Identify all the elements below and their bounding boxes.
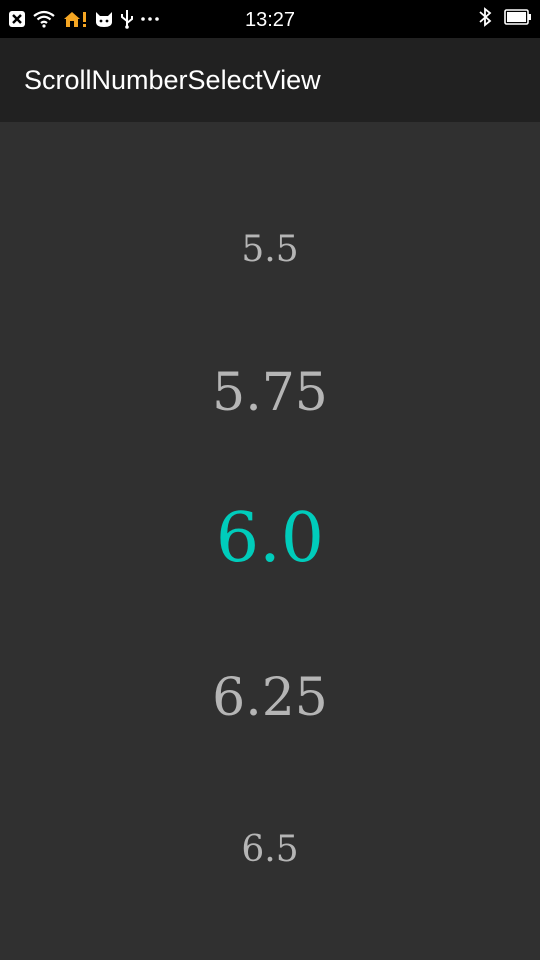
bluetooth-icon [478,6,492,32]
picker-value-item[interactable]: 5.5 [241,229,299,270]
usb-icon [120,9,134,29]
picker-value-item[interactable]: 5.75 [212,363,328,423]
picker-value-item[interactable]: 6.5 [241,829,299,870]
battery-icon [504,8,532,30]
status-icons-right [478,6,532,32]
status-time: 13:27 [244,9,296,31]
picker-selected-value[interactable]: 6.0 [215,499,325,578]
cat-icon [94,10,114,28]
picker-value-item[interactable]: 6.25 [212,668,328,728]
app-title: ScrollNumberSelectView [24,65,321,95]
home-alert-icon [62,9,88,29]
number-picker[interactable]: 5.5 5.75 6.0 6.25 6.5 [0,122,540,960]
close-box-icon [8,10,26,28]
more-dots-icon [140,16,160,22]
status-bar: 13:27 [0,0,540,38]
status-icons-left [8,7,160,31]
app-bar: ScrollNumberSelectView [0,38,540,122]
wifi-icon [32,10,56,28]
